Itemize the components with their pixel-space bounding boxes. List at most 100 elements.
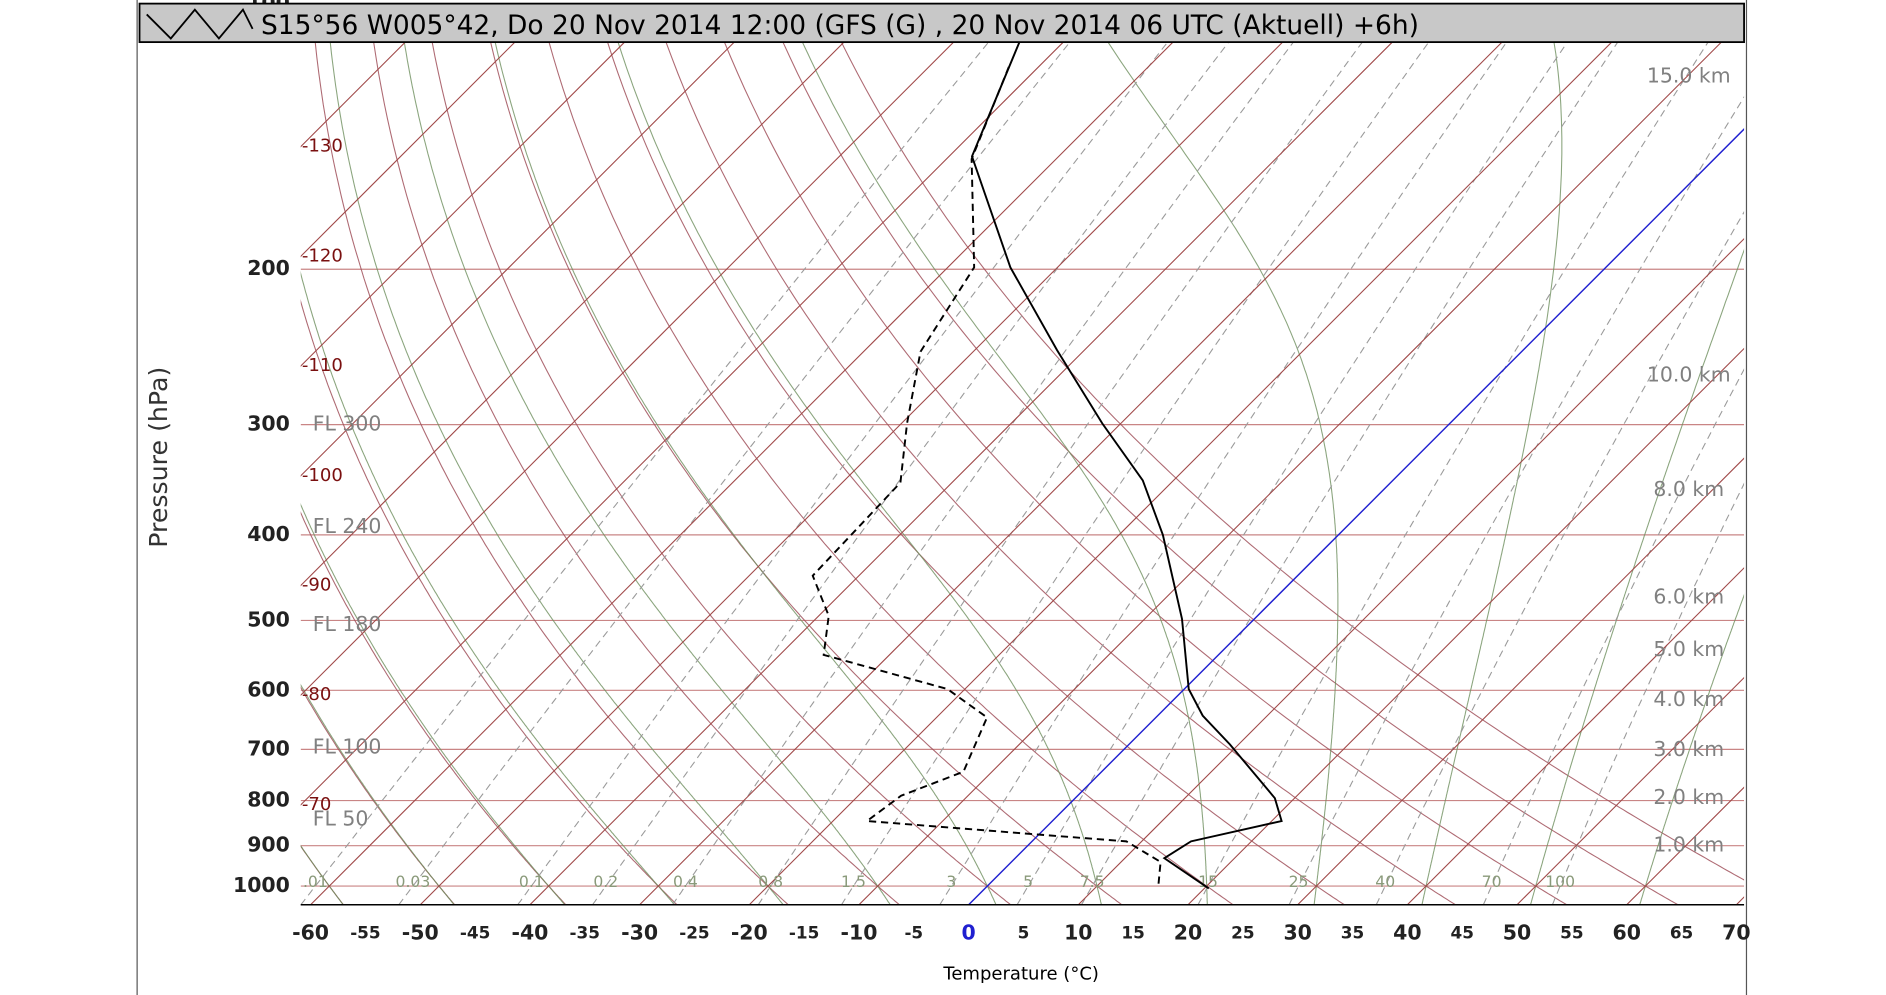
mixing-ratio-line [517, 3, 1198, 905]
x-tick-label: -35 [570, 923, 600, 943]
moist-adiabat [326, 3, 784, 905]
mixing-ratio-line [1080, 3, 1644, 905]
isotherm-label: -80 [302, 684, 331, 705]
isotherm [300, 3, 1103, 806]
y-tick-label: 700 [247, 736, 290, 760]
x-tick-label: -40 [511, 921, 548, 945]
dry-adiabat [300, 511, 567, 905]
x-tick-label: 25 [1231, 923, 1254, 943]
y-tick-label: 600 [247, 677, 290, 701]
y-tick-label: 500 [247, 607, 290, 631]
dry-adiabat [300, 299, 678, 905]
moist-adiabat [785, 3, 1208, 905]
mixing-ratio-label: 70 [1482, 872, 1502, 891]
mixing-ratio-label: 7.5 [1080, 872, 1105, 891]
flight-level-label: FL 100 [313, 735, 382, 759]
x-tick-label: 55 [1560, 923, 1583, 943]
x-tick-label: 0 [962, 921, 976, 945]
mixing-ratio-label: 0.1 [519, 872, 544, 891]
title-bar [138, 2, 1745, 44]
mixing-ratio-label: 5 [1023, 872, 1033, 891]
mixing-ratio-label: .01 [303, 872, 328, 891]
x-tick-label: 5 [1018, 923, 1030, 943]
x-tick-label: 60 [1612, 921, 1640, 945]
isotherm [300, 3, 774, 477]
flight-level-label: FL 240 [313, 514, 382, 538]
mixing-ratio-label: 100 [1545, 872, 1575, 891]
mixing-ratio-label: 15 [1198, 872, 1218, 891]
moist-adiabat [605, 3, 1102, 905]
moist-adiabat [1639, 593, 1745, 905]
mixing-ratio-line [1016, 3, 1595, 905]
isotherm-label: -90 [302, 575, 331, 596]
dry-adiabat [709, 3, 1568, 905]
moist-adiabat [1421, 3, 1563, 905]
mixing-ratio-line [757, 3, 1391, 905]
dry-adiabat [765, 3, 1679, 905]
isotherm [858, 18, 1745, 905]
mixing-ratio-line [300, 3, 1021, 905]
height-label: 6.0 km [1653, 585, 1724, 609]
mixing-ratio-line [841, 3, 1457, 905]
x-tick-label: -55 [350, 923, 380, 943]
dry-adiabat [538, 3, 1234, 905]
title-icon [146, 7, 254, 40]
isotherm [529, 3, 1432, 905]
moist-adiabat [300, 271, 676, 905]
x-tick-label: -60 [292, 921, 329, 945]
x-tick-label: -20 [731, 921, 768, 945]
y-tick-label: 800 [247, 788, 290, 812]
mixing-ratio-line [592, 3, 1259, 905]
isotherm [300, 3, 883, 587]
isotherm-label: -130 [302, 136, 343, 157]
x-tick-label: -30 [621, 921, 658, 945]
flight-level-label: FL 180 [313, 612, 382, 636]
isotherm-label: -70 [302, 794, 331, 815]
x-tick-label: 50 [1503, 921, 1531, 945]
x-tick-label: 20 [1174, 921, 1202, 945]
y-tick-label: 400 [247, 522, 290, 546]
dry-adiabat [652, 3, 1456, 905]
mixing-ratio-label: 0.4 [673, 872, 698, 891]
y-tick-label: 200 [247, 256, 290, 280]
x-tick-label: -50 [402, 921, 439, 945]
moist-adiabat [1530, 248, 1745, 905]
flight-level-label: FL 300 [313, 412, 382, 436]
isotherm [310, 3, 1212, 905]
isotherm [300, 3, 993, 696]
isotherm [1516, 676, 1745, 905]
height-label: 5.0 km [1653, 637, 1724, 661]
y-tick-label: 300 [247, 412, 290, 436]
x-axis-label: Temperature (°C) [942, 964, 1099, 985]
flight-level-label: FL 50 [313, 807, 369, 831]
y-tick-label: 1000 [233, 873, 290, 897]
mixing-ratio-line [672, 3, 1323, 905]
dry-adiabat [595, 3, 1345, 905]
x-tick-label: 45 [1450, 923, 1473, 943]
x-tick-label: -10 [840, 921, 877, 945]
mixing-ratio-label: 3 [946, 872, 956, 891]
plot-labels: 1002003004005006007008009001000.010.030.… [233, 0, 1751, 945]
x-tick-label: 65 [1670, 923, 1693, 943]
moist-adiabat [300, 683, 455, 905]
height-label: 2.0 km [1653, 785, 1724, 809]
x-tick-label: -15 [789, 923, 819, 943]
height-label: 15.0 km [1647, 64, 1731, 88]
mixing-ratio-line [1482, 368, 1745, 905]
mixing-ratio-label: 40 [1375, 872, 1395, 891]
mixing-ratio-label: 0.03 [396, 872, 431, 891]
height-label: 4.0 km [1653, 687, 1724, 711]
isotherm [1406, 567, 1745, 905]
mixing-ratio-label: 25 [1289, 872, 1309, 891]
y-tick-label: 900 [247, 833, 290, 857]
isotherm-label: -110 [302, 355, 343, 376]
x-tick-label: 35 [1341, 923, 1364, 943]
mixing-ratio-line [939, 3, 1534, 905]
isotherm [300, 3, 664, 367]
x-tick-label: 10 [1064, 921, 1092, 945]
height-label: 3.0 km [1653, 737, 1724, 761]
mixing-ratio-label: 0.8 [758, 872, 783, 891]
mixing-ratio-line [398, 3, 1101, 905]
